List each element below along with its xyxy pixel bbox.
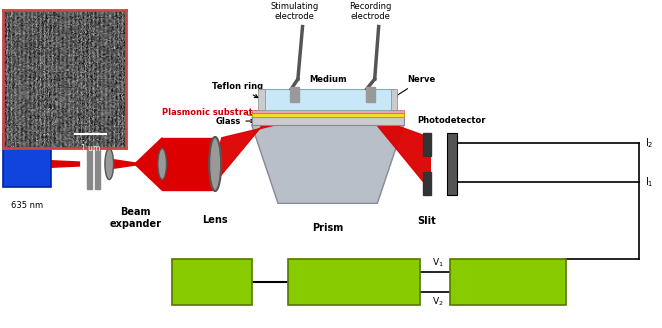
- Text: Photodetector: Photodetector: [418, 116, 486, 125]
- Polygon shape: [109, 159, 136, 169]
- Text: Teflon ring: Teflon ring: [212, 82, 263, 98]
- Bar: [447, 133, 457, 195]
- Polygon shape: [258, 89, 265, 110]
- Text: 635 nm: 635 nm: [11, 200, 43, 210]
- Text: Slit: Slit: [418, 216, 436, 226]
- Ellipse shape: [158, 148, 166, 180]
- Text: Stimulating
electrode: Stimulating electrode: [271, 2, 318, 21]
- Bar: [288, 259, 420, 305]
- Polygon shape: [209, 124, 279, 190]
- Polygon shape: [423, 172, 431, 195]
- Polygon shape: [423, 133, 431, 156]
- Polygon shape: [252, 125, 404, 203]
- Text: Polarizer: Polarizer: [69, 110, 118, 120]
- Bar: [252, 113, 404, 117]
- Text: I$_1$: I$_1$: [645, 175, 654, 189]
- Ellipse shape: [105, 148, 114, 180]
- Polygon shape: [366, 87, 375, 102]
- Polygon shape: [95, 139, 100, 189]
- Text: Medium: Medium: [309, 75, 346, 84]
- Bar: [3, 134, 51, 187]
- Polygon shape: [290, 87, 299, 102]
- Text: PC: PC: [203, 276, 220, 289]
- Text: 1 um: 1 um: [81, 144, 100, 153]
- Text: Lens: Lens: [203, 215, 228, 225]
- Text: V$_1$: V$_1$: [432, 256, 444, 269]
- Text: Amplifier
& filter: Amplifier & filter: [483, 271, 534, 293]
- Text: Recording
electrode: Recording electrode: [350, 2, 392, 21]
- Bar: [261, 89, 394, 110]
- Text: I$_2$: I$_2$: [645, 136, 654, 150]
- Polygon shape: [391, 89, 397, 110]
- Text: Plasmonic substrate: Plasmonic substrate: [162, 108, 259, 117]
- Polygon shape: [87, 139, 92, 189]
- Bar: [172, 259, 252, 305]
- Polygon shape: [51, 161, 79, 167]
- Text: Prism: Prism: [312, 223, 344, 233]
- Text: Laser
diode: Laser diode: [13, 151, 41, 171]
- Polygon shape: [136, 138, 162, 190]
- Polygon shape: [376, 124, 430, 190]
- Ellipse shape: [209, 137, 221, 191]
- Text: Beam
expander: Beam expander: [110, 207, 162, 229]
- Text: V$_2$: V$_2$: [432, 296, 444, 308]
- Bar: [252, 117, 404, 125]
- Text: Nerve: Nerve: [394, 75, 436, 97]
- Polygon shape: [162, 138, 212, 190]
- Text: Data acquisition
board: Data acquisition board: [309, 271, 399, 293]
- Bar: [252, 110, 404, 113]
- Text: Glass: Glass: [215, 116, 254, 126]
- Bar: [450, 259, 566, 305]
